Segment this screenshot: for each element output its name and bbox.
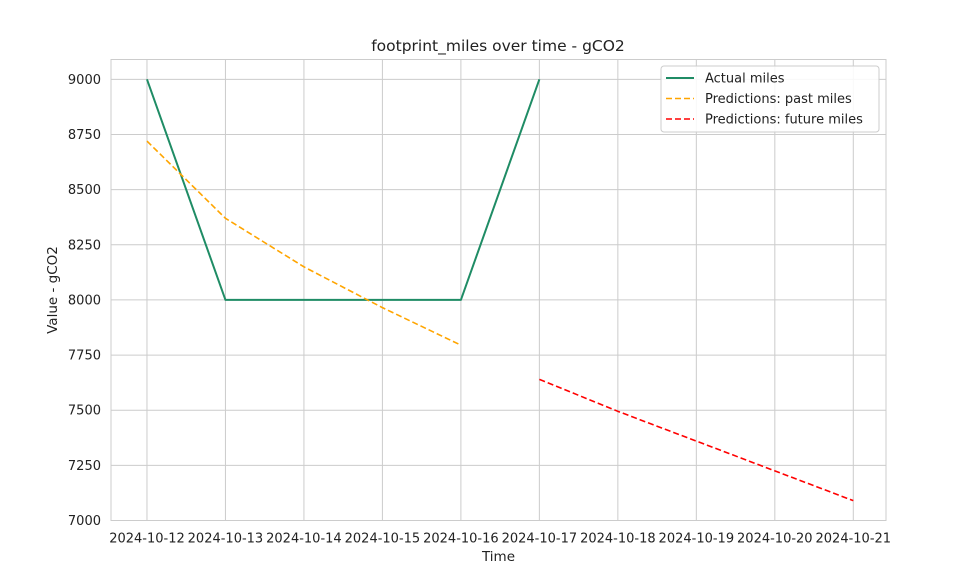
chart-title: footprint_miles over time - gCO2 — [371, 37, 625, 56]
legend-label: Actual miles — [705, 72, 785, 87]
series-line-2 — [146, 140, 462, 346]
series-line-3 — [539, 378, 854, 502]
legend-label: Predictions: future miles — [705, 113, 863, 128]
y-tick-label: 8500 — [68, 183, 101, 198]
legend: Actual miles Predictions: past miles Predi… — [660, 65, 880, 133]
legend-box — [660, 65, 880, 133]
x-tick-label: 2024-10-14 — [266, 532, 342, 547]
x-tick-labels: 2024-10-12 2024-10-13 2024-10-14 2024-10-15… — [109, 532, 891, 547]
grid — [111, 59, 886, 521]
y-tick-label: 7500 — [68, 404, 101, 419]
x-tick-label: 2024-10-16 — [423, 532, 499, 547]
y-tick-label: 7000 — [68, 514, 101, 529]
x-tick-label: 2024-10-12 — [109, 532, 185, 547]
x-tick-label: 2024-10-21 — [816, 532, 892, 547]
plot-area — [110, 59, 887, 521]
legend-label: Predictions: past miles — [705, 92, 852, 107]
y-tick-label: 8750 — [68, 128, 101, 143]
x-tick-label: 2024-10-13 — [188, 532, 264, 547]
x-tick-label: 2024-10-18 — [580, 532, 656, 547]
x-tick-label: 2024-10-19 — [659, 532, 735, 547]
y-tick-label: 8000 — [68, 293, 101, 308]
y-tick-labels: 7000 7250 7500 7750 8000 8250 8500 8750 9000 — [68, 73, 101, 529]
y-tick-label: 7750 — [68, 349, 101, 364]
x-tick-label: 2024-10-15 — [345, 532, 421, 547]
y-tick-label: 9000 — [68, 73, 101, 88]
series-lines — [146, 79, 854, 502]
y-tick-label: 8250 — [68, 238, 101, 253]
series-line-1 — [146, 79, 541, 301]
x-tick-label: 2024-10-20 — [737, 532, 813, 547]
x-tick-label: 2024-10-17 — [502, 532, 578, 547]
y-axis-label: Value - gCO2 — [45, 246, 61, 334]
x-axis-label: Time — [481, 549, 515, 565]
y-tick-label: 7250 — [68, 459, 101, 474]
